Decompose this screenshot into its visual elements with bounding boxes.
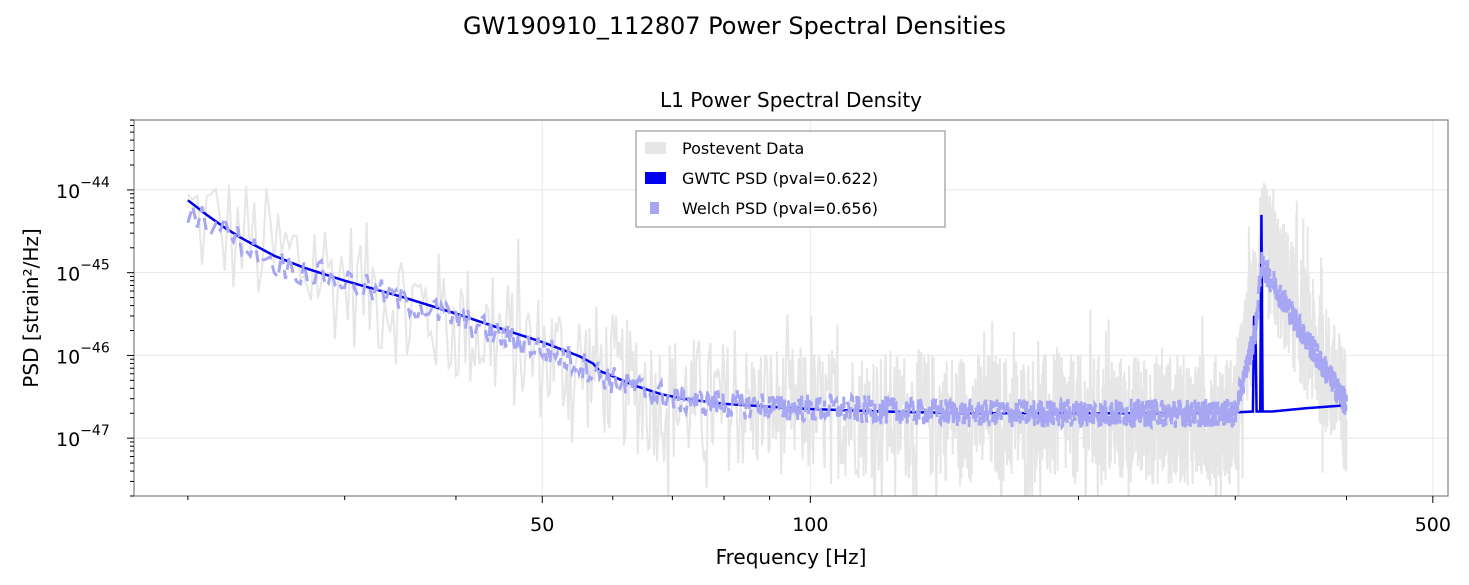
legend-label: Postevent Data <box>682 139 804 158</box>
legend-box <box>635 130 946 228</box>
legend-swatch <box>650 202 659 214</box>
y-tick-label: 10−45 <box>56 258 110 286</box>
y-tick-label: 10−47 <box>56 423 110 451</box>
series-welch-psd <box>186 200 1349 432</box>
legend: Postevent Data GWTC PSD (pval=0.622) Welch… <box>635 130 946 228</box>
chart-title: L1 Power Spectral Density <box>660 88 922 112</box>
y-axis-label: PSD [strain²/Hz] <box>19 228 43 387</box>
legend-label: Welch PSD (pval=0.656) <box>682 199 878 218</box>
x-tick-label: 500 <box>1415 514 1451 536</box>
y-tick-label: 10−46 <box>56 340 110 368</box>
x-tick-label: 50 <box>530 514 554 536</box>
grid-lines <box>134 120 1448 496</box>
series-postevent-data <box>187 182 1348 496</box>
legend-swatch <box>645 142 666 154</box>
legend-swatch <box>645 172 666 184</box>
plot-frame <box>133 119 1449 497</box>
legend-label: GWTC PSD (pval=0.622) <box>682 169 878 188</box>
x-tick-label: 100 <box>792 514 828 536</box>
x-axis-label: Frequency [Hz] <box>716 545 867 569</box>
plot-area <box>186 182 1349 496</box>
y-tick-label: 10−44 <box>56 175 110 203</box>
axis-ticks: 50 100 500 10−47 10−46 10−45 10−44 <box>56 119 1451 536</box>
figure-suptitle: GW190910_112807 Power Spectral Densities <box>462 12 1007 40</box>
